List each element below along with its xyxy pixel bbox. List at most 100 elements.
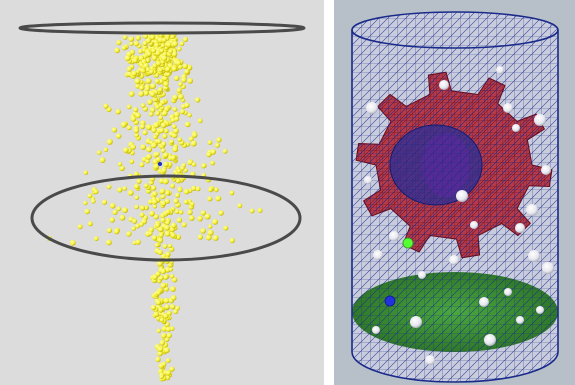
particle bbox=[160, 282, 167, 289]
particle bbox=[229, 190, 235, 196]
particle bbox=[143, 34, 148, 39]
particle bbox=[229, 237, 235, 244]
particle bbox=[155, 110, 161, 116]
particle bbox=[157, 37, 164, 43]
particle bbox=[207, 196, 213, 202]
sphere bbox=[496, 66, 504, 74]
particle bbox=[178, 94, 184, 100]
particle-simulation-render bbox=[18, 21, 306, 382]
particle bbox=[174, 75, 180, 82]
sphere bbox=[536, 306, 544, 314]
particle bbox=[165, 370, 172, 376]
particle bbox=[183, 199, 189, 205]
particle bbox=[116, 40, 122, 46]
particle bbox=[188, 136, 194, 142]
particle bbox=[162, 243, 168, 249]
particle bbox=[207, 140, 213, 145]
particle bbox=[157, 346, 164, 352]
particle bbox=[130, 116, 137, 122]
particle bbox=[181, 77, 187, 83]
particle bbox=[157, 249, 163, 256]
particle bbox=[133, 40, 140, 47]
particle bbox=[167, 243, 173, 249]
particle bbox=[237, 203, 243, 209]
particle bbox=[156, 260, 163, 267]
particle bbox=[197, 234, 203, 240]
particle-simulation-panel bbox=[0, 0, 324, 385]
sphere bbox=[425, 355, 435, 365]
particle bbox=[165, 190, 171, 196]
particle bbox=[184, 121, 191, 128]
particle bbox=[160, 122, 167, 129]
particle bbox=[190, 140, 197, 147]
particle bbox=[189, 201, 195, 207]
sphere bbox=[418, 271, 426, 279]
particle bbox=[134, 195, 140, 200]
particle bbox=[157, 226, 164, 233]
particle bbox=[120, 121, 127, 128]
particle bbox=[134, 132, 139, 138]
cylinder-bottom-rim bbox=[351, 351, 559, 383]
particle bbox=[139, 124, 146, 130]
particle bbox=[131, 218, 138, 224]
particle bbox=[175, 192, 180, 198]
particle bbox=[136, 178, 142, 184]
particle bbox=[163, 347, 170, 354]
particle bbox=[163, 152, 169, 158]
sphere bbox=[484, 334, 496, 346]
particle bbox=[169, 274, 175, 279]
particle bbox=[161, 332, 167, 339]
particle bbox=[139, 162, 145, 168]
top-ring bbox=[18, 21, 306, 35]
particle bbox=[130, 144, 136, 150]
particle bbox=[183, 188, 190, 195]
particle bbox=[117, 187, 123, 193]
particle bbox=[146, 154, 152, 160]
particle bbox=[133, 127, 140, 134]
particle bbox=[132, 57, 138, 64]
particle bbox=[257, 208, 263, 213]
particle bbox=[173, 111, 180, 118]
particle bbox=[159, 374, 164, 379]
particle bbox=[172, 94, 179, 101]
particle bbox=[195, 186, 201, 192]
particle bbox=[155, 151, 160, 157]
middle-ring bbox=[30, 174, 302, 262]
particle bbox=[165, 358, 171, 363]
particle bbox=[215, 195, 222, 202]
blue-marker bbox=[158, 162, 162, 166]
particle bbox=[148, 69, 154, 75]
sphere bbox=[503, 103, 513, 113]
particle bbox=[176, 217, 183, 223]
particle bbox=[83, 170, 89, 175]
particle bbox=[169, 326, 175, 331]
particle bbox=[91, 199, 96, 204]
particle bbox=[126, 125, 132, 131]
particle bbox=[153, 163, 160, 170]
particle bbox=[151, 198, 158, 205]
particle bbox=[162, 178, 169, 185]
particle bbox=[142, 130, 148, 136]
particle bbox=[162, 133, 168, 139]
particle bbox=[106, 227, 112, 234]
particle bbox=[149, 34, 156, 40]
particle bbox=[135, 112, 141, 119]
particle bbox=[197, 118, 203, 124]
particle bbox=[145, 159, 150, 164]
particle bbox=[139, 85, 145, 91]
particle bbox=[129, 41, 134, 46]
particle bbox=[101, 199, 108, 205]
particle bbox=[77, 224, 83, 230]
particle bbox=[174, 116, 180, 122]
particle bbox=[143, 90, 149, 96]
particle bbox=[147, 199, 154, 205]
sphere bbox=[470, 221, 478, 229]
particle bbox=[106, 239, 112, 246]
particle bbox=[111, 127, 118, 133]
particle bbox=[150, 185, 157, 191]
particle bbox=[158, 178, 165, 184]
sphere bbox=[516, 316, 524, 324]
sphere bbox=[364, 176, 372, 184]
particle bbox=[172, 106, 178, 112]
particle bbox=[145, 38, 152, 44]
